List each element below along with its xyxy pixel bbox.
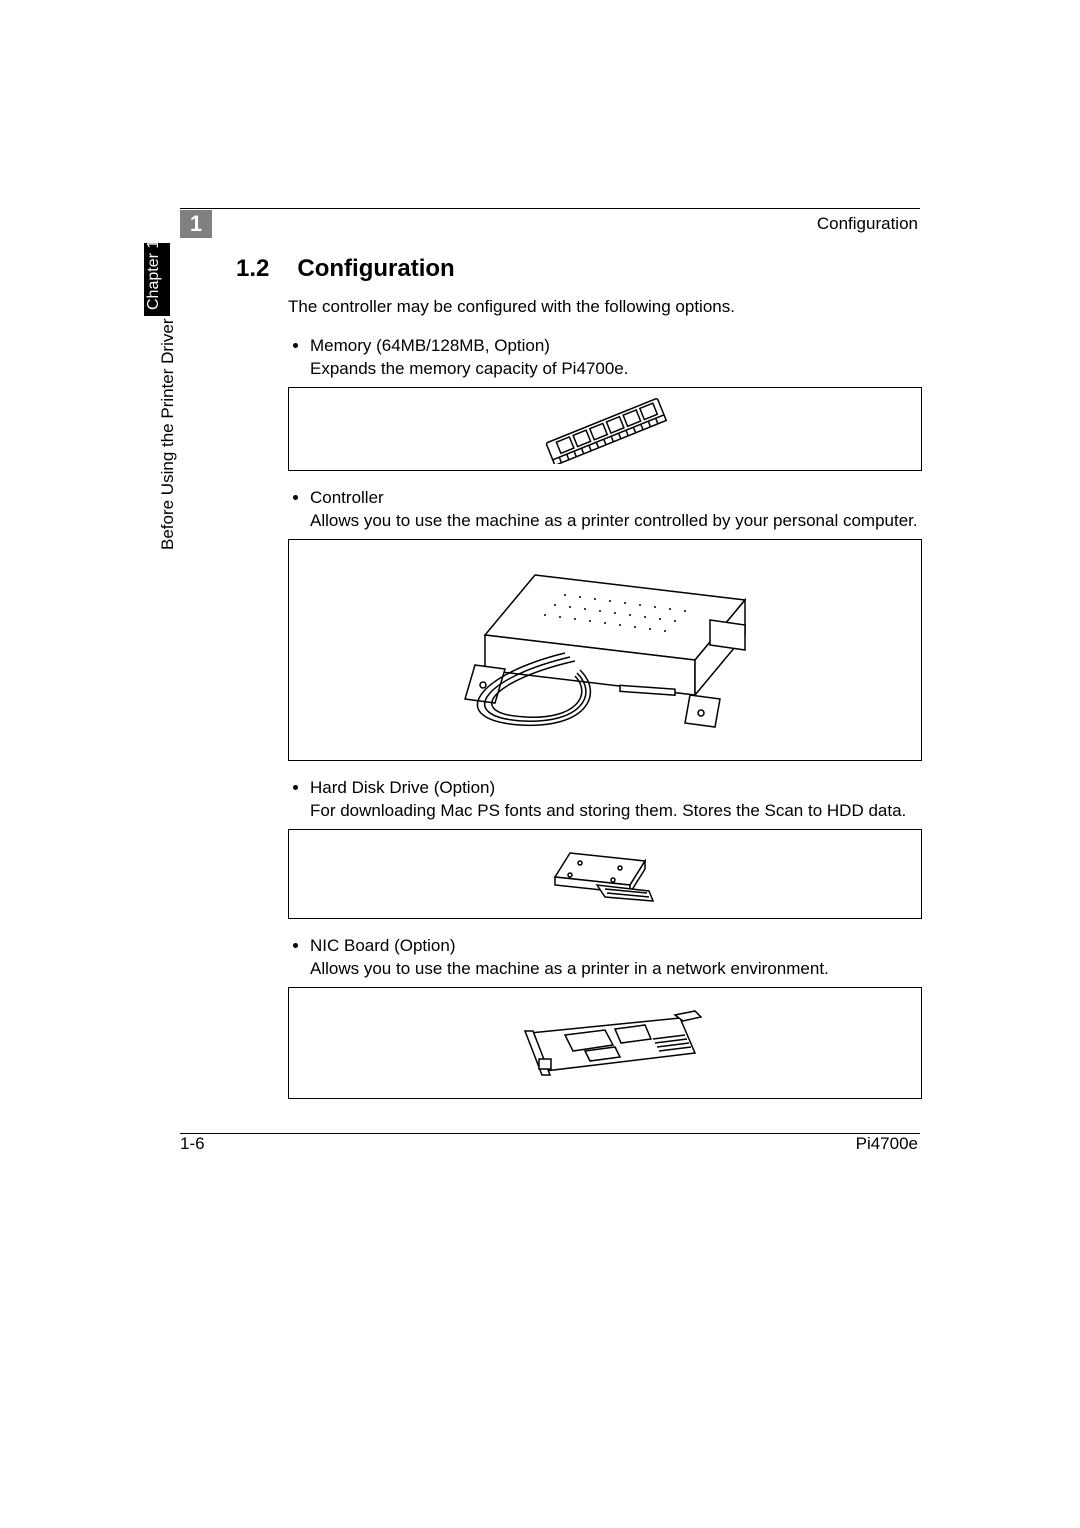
list-item: NIC Board (Option) Allows you to use the… [310,935,920,981]
chapter-number: 1 [190,211,202,237]
section-heading-row: 1.2 Configuration [236,255,920,283]
hard-disk-drive-icon [535,835,675,913]
page-number: 1-6 [180,1134,205,1154]
controller-unit-icon [415,545,795,755]
figure-controller [288,539,922,761]
side-chapter-wrap: Chapter 1 [145,226,163,250]
side-section-title: Before Using the Printer Driver [158,319,178,550]
section-number: 1.2 [236,255,269,283]
option-desc: Allows you to use the machine as a print… [310,510,920,533]
option-list: Hard Disk Drive (Option) For downloading… [236,777,920,823]
option-desc: Allows you to use the machine as a print… [310,958,920,981]
option-title: NIC Board (Option) [310,936,456,955]
list-item: Memory (64MB/128MB, Option) Expands the … [310,335,920,381]
section-title: Configuration [297,255,454,283]
section-intro: The controller may be configured with th… [288,297,920,317]
option-title: Memory (64MB/128MB, Option) [310,336,550,355]
main-content: 1.2 Configuration The controller may be … [236,255,920,1115]
nic-board-icon [495,993,715,1093]
option-title: Controller [310,488,384,507]
footer-model: Pi4700e [856,1134,918,1154]
figure-hdd [288,829,922,919]
footer-rule [180,1133,920,1134]
option-title: Hard Disk Drive (Option) [310,778,495,797]
option-desc: Expands the memory capacity of Pi4700e. [310,358,920,381]
figure-memory [288,387,922,471]
figure-nic [288,987,922,1099]
option-desc: For downloading Mac PS fonts and storing… [310,800,920,823]
option-list: Memory (64MB/128MB, Option) Expands the … [236,335,920,381]
header-rule [180,208,920,209]
memory-dimm-icon [530,394,680,464]
running-header-title: Configuration [817,214,918,234]
option-list: Controller Allows you to use the machine… [236,487,920,533]
list-item: Hard Disk Drive (Option) For downloading… [310,777,920,823]
option-list: NIC Board (Option) Allows you to use the… [236,935,920,981]
side-chapter-label: Chapter 1 [145,240,163,310]
chapter-number-box: 1 [180,210,212,238]
list-item: Controller Allows you to use the machine… [310,487,920,533]
